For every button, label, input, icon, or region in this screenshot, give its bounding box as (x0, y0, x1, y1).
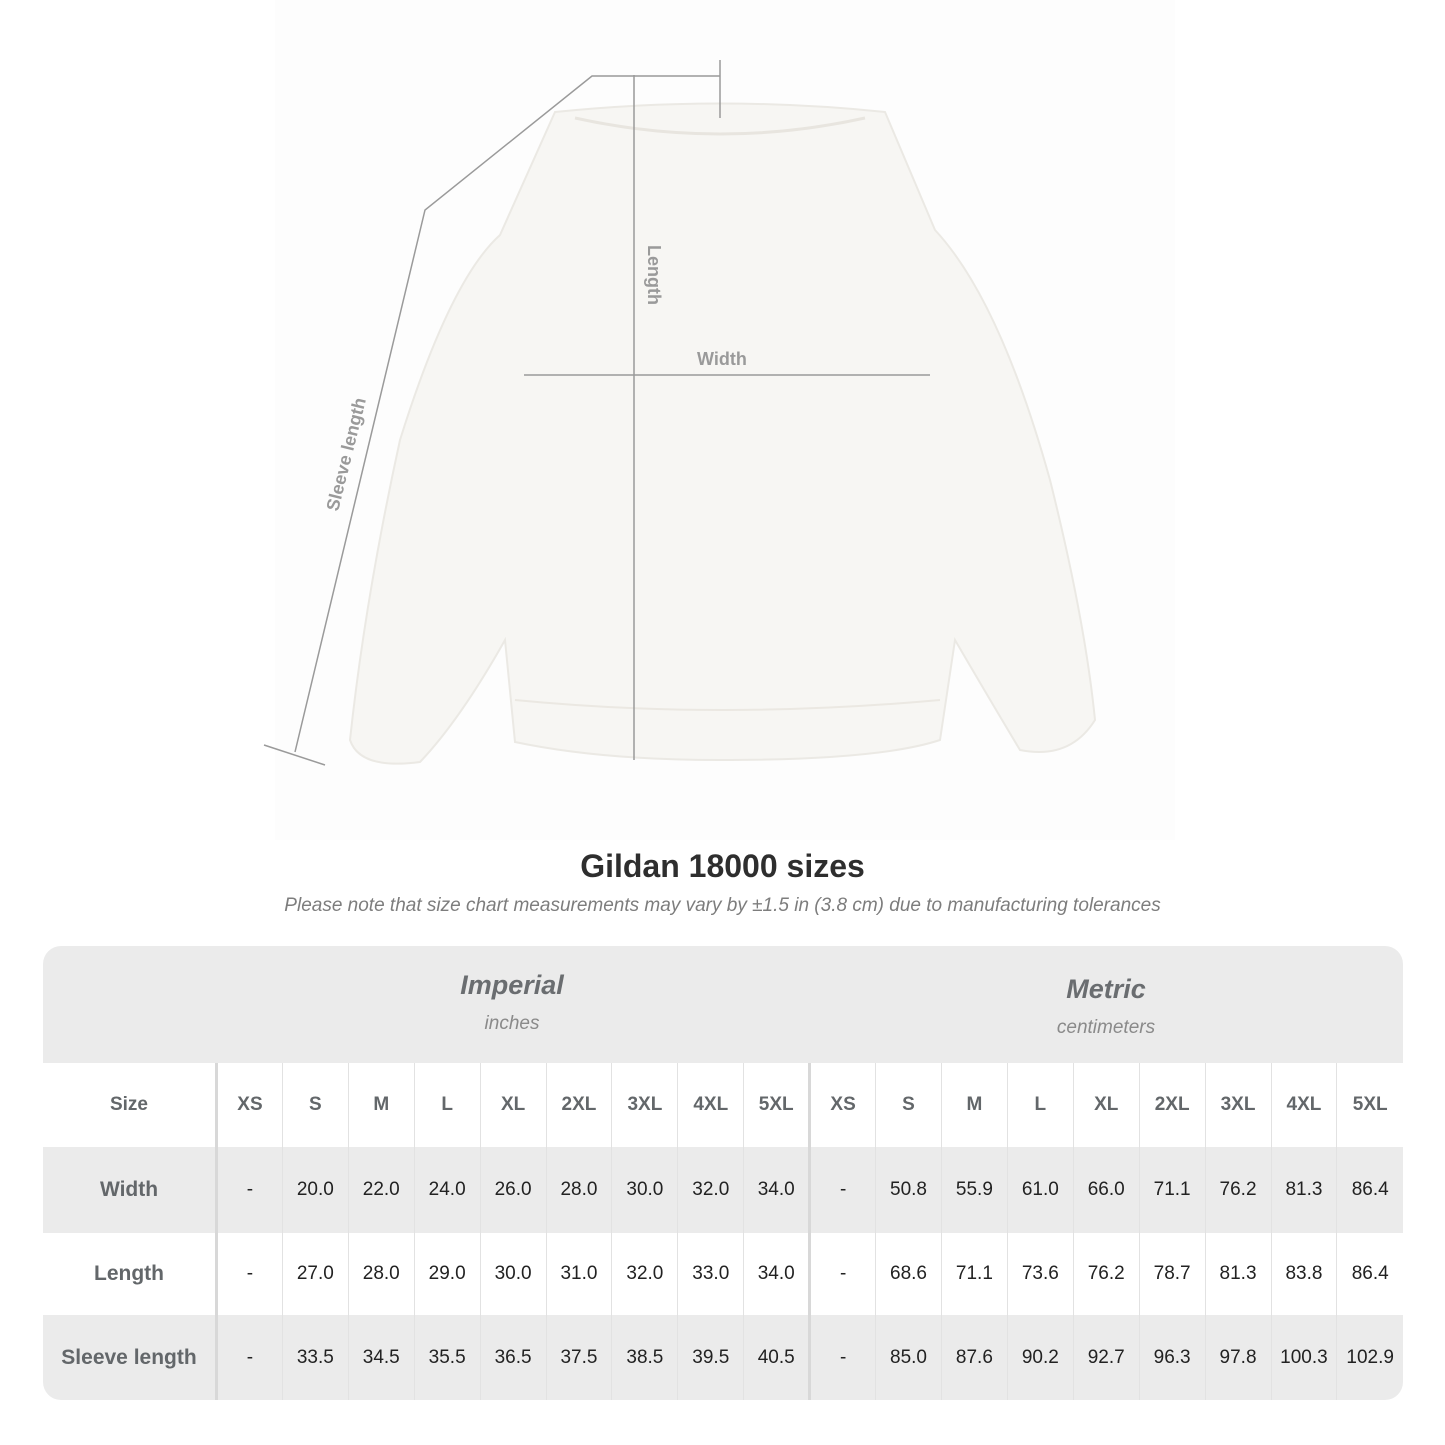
metric-value: 92.7 (1072, 1315, 1140, 1400)
imperial-value: 30.0 (479, 1233, 547, 1315)
sleeve-line (294, 75, 720, 753)
imperial-value: 29.0 (413, 1233, 481, 1315)
metric-value: 81.3 (1204, 1233, 1271, 1315)
length-label: Length (644, 245, 664, 305)
metric-value: 73.6 (1006, 1233, 1074, 1315)
size-table-grid: Size XS S M L XL 2XL 3XL 4XL 5XL XS S M L XL 2XL 3XL 4XL 5… (43, 1063, 1403, 1400)
metric-value: - (808, 1315, 876, 1400)
metric-value: - (808, 1147, 876, 1233)
metric-value: 71.1 (1138, 1147, 1206, 1233)
width-label: Width (697, 349, 747, 369)
imperial-size-header: M (347, 1063, 415, 1147)
metric-size-header: XS (808, 1063, 876, 1147)
collar (574, 116, 866, 136)
metric-header: Metric centimeters (809, 974, 1403, 1039)
metric-size-header: 2XL (1138, 1063, 1206, 1147)
imperial-size-header: XS (216, 1063, 283, 1147)
metric-value: 87.6 (940, 1315, 1008, 1400)
row-label: Width (43, 1147, 218, 1233)
metric-size-header: M (940, 1063, 1008, 1147)
imperial-value: 33.0 (677, 1233, 744, 1315)
sweatshirt (348, 102, 1097, 765)
metric-value: 55.9 (940, 1147, 1008, 1233)
metric-value: 85.0 (875, 1315, 942, 1400)
imperial-value: 30.0 (611, 1147, 678, 1233)
imperial-value: 27.0 (281, 1233, 349, 1315)
table-row: Width -20.0 22.0 24.0 26.0 28.0 30.0 32.0 34.0-5… (43, 1147, 1403, 1233)
imperial-value: 20.0 (281, 1147, 349, 1233)
metric-value: 66.0 (1072, 1147, 1140, 1233)
imperial-size-header: XL (479, 1063, 547, 1147)
imperial-value: 32.0 (677, 1147, 744, 1233)
imperial-title: Imperial (460, 970, 564, 1000)
imperial-value: 24.0 (413, 1147, 481, 1233)
metric-size-header: XL (1072, 1063, 1140, 1147)
imperial-value: 32.0 (611, 1233, 678, 1315)
imperial-size-header: 2XL (545, 1063, 612, 1147)
imperial-value: 34.5 (347, 1315, 415, 1400)
metric-value: 76.2 (1204, 1147, 1271, 1233)
imperial-size-header: S (281, 1063, 349, 1147)
metric-value: - (808, 1233, 876, 1315)
unit-header-band (43, 946, 1403, 1063)
imperial-value: 37.5 (545, 1315, 612, 1400)
metric-value: 78.7 (1138, 1233, 1206, 1315)
table-row: Sleeve length -33.5 34.5 35.5 36.5 37.5 38.5 39… (43, 1315, 1403, 1400)
size-label: Size (43, 1063, 218, 1147)
metric-unit: centimeters (1056, 1017, 1156, 1038)
waistband (514, 699, 941, 711)
metric-title: Metric (1066, 974, 1146, 1004)
imperial-value: 28.0 (545, 1147, 612, 1233)
imperial-size-header: 3XL (611, 1063, 678, 1147)
imperial-size-header: L (413, 1063, 481, 1147)
imperial-value: - (216, 1147, 283, 1233)
imperial-value: 22.0 (347, 1147, 415, 1233)
metric-value: 86.4 (1336, 1233, 1403, 1315)
metric-size-header: 4XL (1270, 1063, 1337, 1147)
imperial-value: 33.5 (281, 1315, 349, 1400)
metric-value: 61.0 (1006, 1147, 1074, 1233)
size-header-row: Size XS S M L XL 2XL 3XL 4XL 5XL XS S M L XL 2XL 3XL 4XL 5… (43, 1063, 1403, 1147)
imperial-unit: inches (484, 1013, 540, 1034)
imperial-value: 34.0 (743, 1233, 810, 1315)
sweatshirt-illustration: Length Width Sleeve length (263, 60, 1097, 766)
imperial-value: 28.0 (347, 1233, 415, 1315)
metric-value: 90.2 (1006, 1315, 1074, 1400)
imperial-value: 35.5 (413, 1315, 481, 1400)
imperial-value: 39.5 (677, 1315, 744, 1400)
imperial-value: - (216, 1233, 283, 1315)
imperial-value: 38.5 (611, 1315, 678, 1400)
metric-value: 50.8 (875, 1147, 942, 1233)
metric-value: 102.9 (1336, 1315, 1403, 1400)
metric-value: 86.4 (1336, 1147, 1403, 1233)
metric-size-header: S (875, 1063, 942, 1147)
imperial-value: - (216, 1315, 283, 1400)
metric-value: 81.3 (1270, 1147, 1337, 1233)
imperial-size-header: 4XL (677, 1063, 744, 1147)
imperial-value: 34.0 (743, 1147, 810, 1233)
metric-value: 100.3 (1270, 1315, 1337, 1400)
metric-size-header: 3XL (1204, 1063, 1271, 1147)
imperial-value: 40.5 (743, 1315, 810, 1400)
imperial-value: 26.0 (479, 1147, 547, 1233)
sleeve-tick (263, 744, 326, 766)
metric-value: 71.1 (940, 1233, 1008, 1315)
metric-value: 97.8 (1204, 1315, 1271, 1400)
imperial-header: Imperial inches (215, 970, 809, 1035)
metric-value: 96.3 (1138, 1315, 1206, 1400)
metric-value: 68.6 (875, 1233, 942, 1315)
imperial-value: 36.5 (479, 1315, 547, 1400)
chart-title: Gildan 18000 sizes (580, 848, 865, 884)
imperial-size-header: 5XL (743, 1063, 810, 1147)
metric-value: 76.2 (1072, 1233, 1140, 1315)
tolerance-note: Please note that size chart measurements… (284, 895, 1161, 916)
metric-size-header: 5XL (1336, 1063, 1403, 1147)
row-label: Length (43, 1233, 218, 1315)
row-label: Sleeve length (43, 1315, 218, 1400)
metric-value: 83.8 (1270, 1233, 1337, 1315)
imperial-value: 31.0 (545, 1233, 612, 1315)
size-table: Imperial inches Metric centimeters Size X… (43, 946, 1403, 1400)
metric-size-header: L (1006, 1063, 1074, 1147)
table-row: Length -27.0 28.0 29.0 30.0 31.0 32.0 33.0 34.0-… (43, 1233, 1403, 1315)
